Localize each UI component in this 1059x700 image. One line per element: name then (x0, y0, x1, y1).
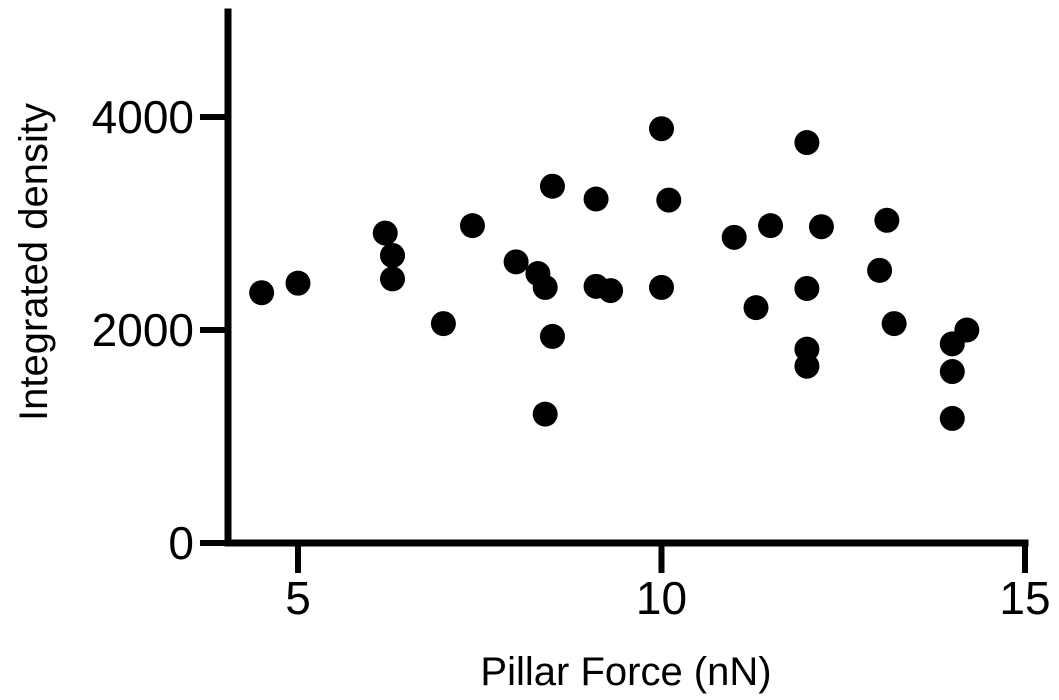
data-point (380, 242, 406, 268)
data-points (249, 116, 980, 431)
x-axis-title: Pillar Force (nN) (480, 650, 771, 694)
data-point (743, 295, 769, 321)
data-point (598, 278, 624, 304)
data-point (649, 274, 674, 300)
data-point (954, 317, 980, 343)
data-point (794, 275, 820, 301)
y-tick-label: 4000 (92, 91, 194, 143)
data-point (721, 224, 747, 250)
data-point (285, 270, 311, 296)
data-point (539, 323, 565, 349)
data-point (656, 187, 682, 213)
x-axis-ticks: 5 10 15 (285, 543, 1051, 624)
data-point (503, 249, 529, 275)
data-point (372, 220, 398, 246)
data-point (459, 213, 485, 239)
x-tick-label: 10 (636, 572, 687, 624)
data-point (532, 401, 558, 427)
data-point (430, 311, 456, 337)
data-point (583, 186, 609, 212)
data-point (532, 274, 558, 300)
y-tick-label: 0 (168, 517, 194, 569)
data-point (881, 311, 907, 337)
x-tick-label: 5 (285, 572, 311, 624)
data-point (794, 130, 820, 156)
data-point (939, 359, 965, 385)
data-point (380, 266, 406, 292)
data-point (539, 173, 565, 199)
data-point (649, 116, 674, 142)
data-point (867, 257, 893, 283)
x-tick-label: 15 (999, 572, 1050, 624)
data-point (939, 405, 965, 431)
y-tick-label: 2000 (92, 304, 194, 356)
data-point (758, 213, 784, 239)
data-point (249, 280, 275, 306)
y-axis-title: Integrated density (12, 103, 56, 421)
data-point (794, 353, 820, 379)
y-axis-ticks: 0 2000 4000 (92, 91, 228, 569)
data-point (874, 207, 900, 233)
data-point (808, 214, 834, 240)
